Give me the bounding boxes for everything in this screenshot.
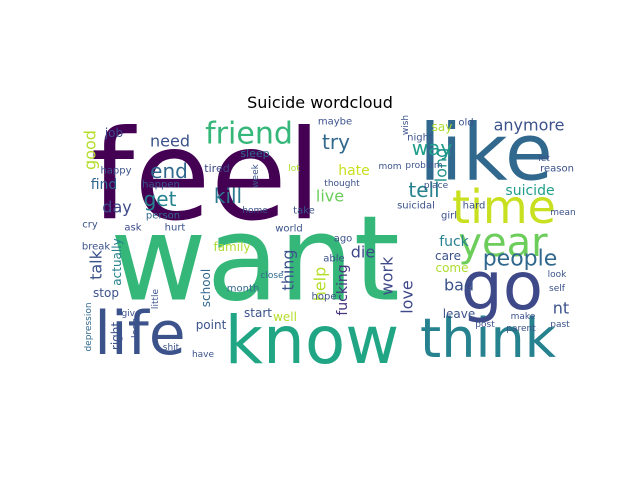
word-life: life xyxy=(94,299,185,369)
word-stop: stop xyxy=(93,286,119,300)
word-let: let xyxy=(538,154,550,164)
word-find: find xyxy=(91,177,118,193)
word-hate: hate xyxy=(338,163,370,179)
word-start: start xyxy=(244,306,272,320)
word-tell: tell xyxy=(408,178,439,202)
word-right: right xyxy=(109,322,123,350)
word-nt: nt xyxy=(553,299,569,318)
chart-title: Suicide wordcloud xyxy=(247,93,393,112)
word-well: well xyxy=(273,310,297,324)
word-friend: friend xyxy=(205,117,293,152)
word-look: look xyxy=(548,270,568,280)
word-help: help xyxy=(311,267,330,302)
word-long: long xyxy=(432,148,451,183)
word-point: point xyxy=(196,318,227,332)
word-good: good xyxy=(81,130,100,170)
word-shit: shit xyxy=(163,343,180,353)
word-suicidal: suicidal xyxy=(397,201,435,212)
word-girl: girl xyxy=(441,211,457,222)
word-care: care xyxy=(435,249,461,263)
word-lot: lot xyxy=(288,164,300,174)
word-cry: cry xyxy=(82,220,98,231)
word-lose: lose xyxy=(131,318,142,338)
word-feel: feel xyxy=(91,104,322,248)
word-able: able xyxy=(323,254,344,265)
word-suicide: suicide xyxy=(505,183,554,199)
word-time: time xyxy=(452,180,556,234)
word-give: give xyxy=(121,309,141,319)
word-want: want xyxy=(110,189,400,327)
word-anymore: anymore xyxy=(494,116,565,135)
word-post: post xyxy=(475,320,495,330)
word-know: know xyxy=(225,302,399,379)
word-week: week xyxy=(251,163,261,187)
word-mean: mean xyxy=(550,208,576,218)
word-think: think xyxy=(420,307,557,370)
word-wish: wish xyxy=(401,115,411,135)
word-love: love xyxy=(398,280,417,314)
word-hope: hope xyxy=(312,292,337,303)
word-hard: hard xyxy=(463,201,486,212)
word-way: way xyxy=(412,136,453,160)
word-problem: problem xyxy=(405,161,442,171)
word-thought: thought xyxy=(324,179,360,189)
word-self: self xyxy=(549,284,566,294)
word-close: close xyxy=(260,271,284,281)
word-depression: depression xyxy=(84,302,94,351)
word-past: past xyxy=(550,320,570,330)
word-job: job xyxy=(104,126,123,140)
word-maybe: maybe xyxy=(318,117,352,128)
word-night: night xyxy=(407,133,433,144)
word-fucking: fucking xyxy=(335,264,351,315)
word-person: person xyxy=(146,211,180,222)
word-ask: ask xyxy=(124,223,141,234)
word-reason: reason xyxy=(540,164,574,175)
word-family: family xyxy=(213,240,250,254)
word-get: get xyxy=(144,187,177,211)
word-old: old xyxy=(458,118,473,129)
word-year: year xyxy=(458,220,548,266)
word-die: die xyxy=(351,243,375,262)
word-like: like xyxy=(419,108,553,198)
word-home: home xyxy=(242,206,268,216)
word-parent: parent xyxy=(506,324,536,334)
word-try: try xyxy=(322,130,350,154)
word-need: need xyxy=(150,132,190,151)
word-month: month xyxy=(227,284,259,295)
word-fuck: fuck xyxy=(439,234,469,250)
word-work: work xyxy=(378,256,397,295)
word-take: take xyxy=(293,206,315,217)
word-say: say xyxy=(432,120,453,134)
word-happen: happen xyxy=(142,180,180,191)
wordcloud-background xyxy=(80,120,580,370)
word-ago: ago xyxy=(334,234,353,245)
word-thing: thing xyxy=(279,249,298,290)
word-happy: happy xyxy=(100,166,131,177)
word-school: school xyxy=(199,269,213,307)
word-tired: tired xyxy=(204,162,229,175)
word-have: have xyxy=(192,350,215,360)
word-day: day xyxy=(102,198,131,217)
word-bad: bad xyxy=(444,276,474,295)
word-people: people xyxy=(483,247,558,272)
word-actually: actually xyxy=(110,238,124,285)
word-come: come xyxy=(435,261,468,275)
word-break: break xyxy=(82,242,111,253)
word-world: world xyxy=(275,224,303,235)
word-go: go xyxy=(461,248,543,325)
word-end: end xyxy=(150,159,188,183)
word-make: make xyxy=(511,312,536,322)
word-kill: kill xyxy=(214,184,242,208)
word-hurt: hurt xyxy=(165,223,186,234)
word-place: place xyxy=(424,181,449,191)
word-sleep: sleep xyxy=(240,147,269,160)
word-leave: leave xyxy=(443,307,476,321)
word-talk: talk xyxy=(87,249,106,280)
word-live: live xyxy=(316,187,344,206)
word-little: little xyxy=(151,288,161,309)
word-mom: mom xyxy=(378,162,401,172)
